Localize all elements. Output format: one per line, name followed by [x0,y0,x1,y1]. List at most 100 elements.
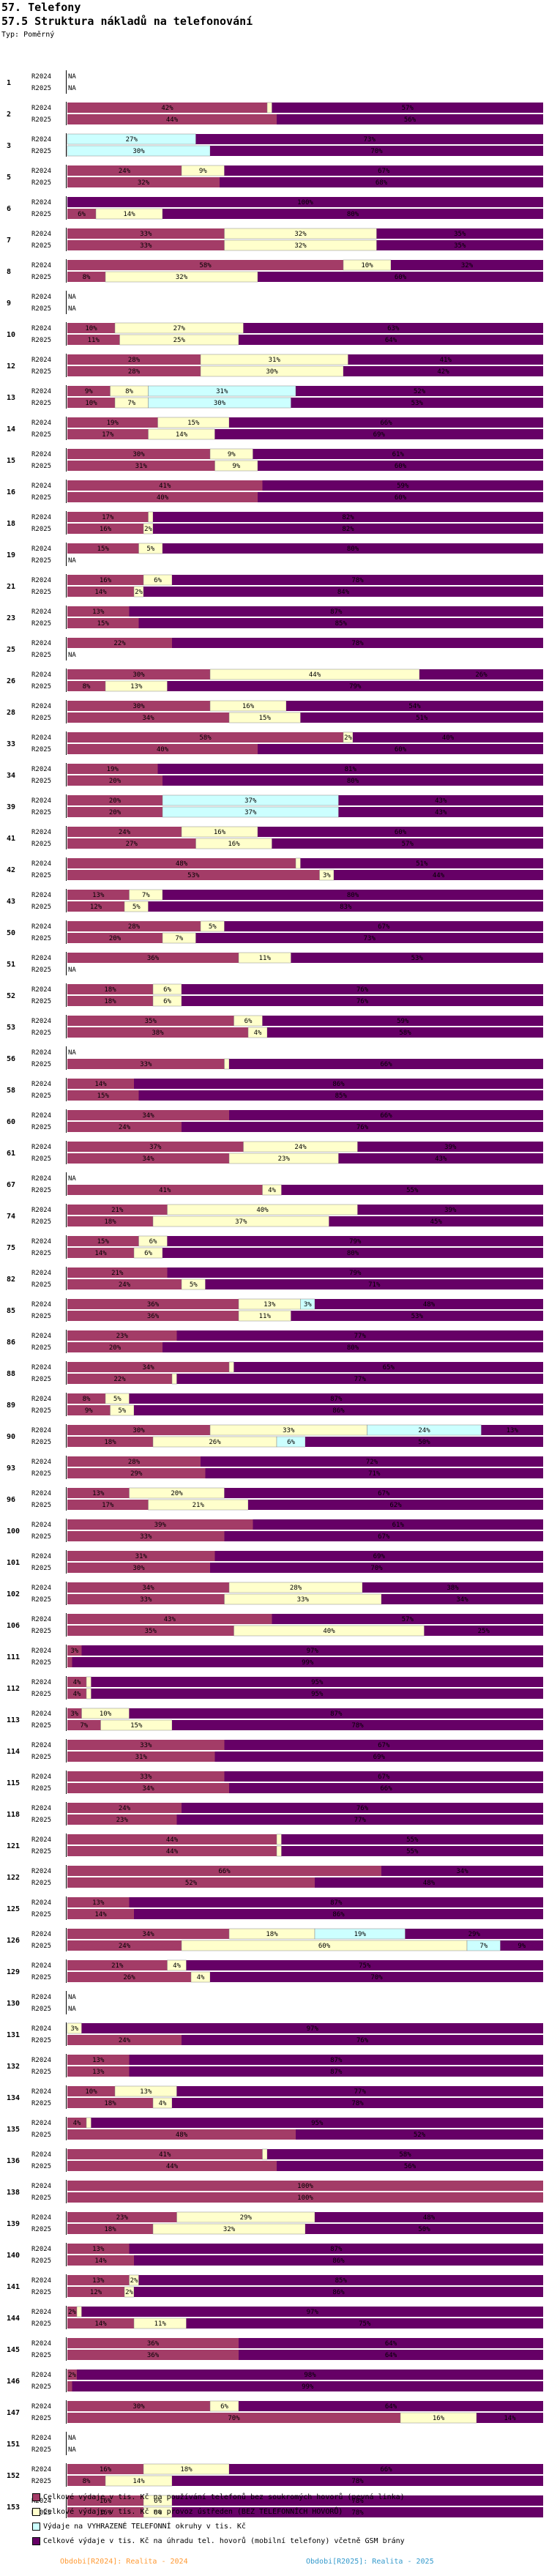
period-label-67-R2025: R2025 [31,1187,51,1194]
bar-segment-landline [67,1374,172,1384]
data-label-center: 28% [290,1585,302,1592]
data-label-landline: 10% [85,400,97,407]
data-label-mobile: 53% [411,1313,424,1320]
group-label-52: 52 [7,992,15,1000]
data-label-center: 32% [294,242,307,250]
data-label-mobile: 38% [447,1585,459,1592]
bar-segment-landline [67,2098,153,2108]
data-label-center: 11% [259,1313,272,1320]
data-label-landline: 41% [159,483,171,490]
legend-swatch-center [32,2508,40,2516]
data-label-external: 24% [418,1427,430,1434]
bar-segment-mobile [258,827,543,837]
data-label-center: 40% [256,1207,269,1214]
period-label-130-R2025: R2025 [31,2006,51,2013]
bar-segment-mobile [229,2464,543,2474]
bar-segment-landline [67,618,139,628]
data-label-center: 23% [278,1155,291,1163]
bar-segment-mobile [176,1814,543,1825]
data-label-mobile: 76% [356,1805,369,1812]
bar-segment-mobile [67,197,543,207]
data-label-mobile: 26% [475,671,488,679]
group-label-134: 134 [7,2094,20,2102]
bar-segment-landline [67,103,267,113]
bar-segment-mobile [167,1267,543,1278]
bar-segment-mobile [153,512,543,522]
period-label-146-R2024: R2024 [31,2372,51,2379]
group-label-16: 16 [7,488,15,496]
bar-segment-mobile [176,1330,543,1341]
bar-segment-mobile [143,587,543,597]
group-label-151: 151 [7,2441,20,2449]
period-label-134-R2025: R2025 [31,2100,51,2107]
bar-segment-mobile [153,524,543,534]
data-label-center: 8% [125,388,133,395]
data-label-mobile: 78% [351,2509,364,2517]
bar-segment-landline [67,417,158,428]
data-label-center: 37% [235,1218,247,1226]
data-label-mobile: 51% [416,715,428,722]
data-label-external: 6% [287,1439,295,1446]
group-label-18: 18 [7,520,15,528]
data-label-landline: 34% [142,1155,154,1163]
bar-segment-landline [67,1342,163,1352]
bar-segment-landline [67,543,139,554]
period-label-135-R2025: R2025 [31,2132,51,2139]
data-label-center: 4% [197,1974,205,1981]
bar-segment-mobile [229,417,543,428]
bar-segment-mobile [172,2495,543,2506]
period-label-121-R2024: R2024 [31,1836,51,1844]
period-label-16-R2024: R2024 [31,483,51,490]
data-label-landline: 3% [70,1710,78,1718]
bar-segment-center [295,857,301,869]
data-label-mobile: 52% [414,388,426,395]
bar-segment-landline [67,1626,234,1636]
group-label-43: 43 [7,898,15,906]
data-label-landline: 23% [116,2214,129,2222]
bar-segment-landline [67,1657,72,1667]
data-label-mobile: 67% [378,1742,390,1749]
data-label-landline: 13% [92,608,105,616]
bar-segment-landline [67,398,115,408]
bar-segment-mobile [195,933,543,943]
period-label-138-R2025: R2025 [31,2195,51,2202]
data-label-mobile: 69% [373,431,386,439]
bar-segment-landline [67,114,277,124]
data-label-center: 26% [209,1439,221,1446]
period-label-23-R2024: R2024 [31,608,51,616]
data-label-mobile: 67% [378,1773,390,1781]
data-label-external: 3% [304,1301,312,1309]
data-label-center: 10% [361,262,373,269]
group-label-90: 90 [7,1433,15,1441]
data-label-center: 3% [70,2025,78,2033]
bar-segment-landline [67,2212,177,2222]
bar-segment-landline [67,1468,206,1478]
period-label-3-R2024: R2024 [31,136,51,144]
group-label-60: 60 [7,1118,15,1126]
bar-segment-landline [67,1866,381,1876]
period-label-15-R2024: R2024 [31,451,51,458]
bar-segment-landline [67,1456,201,1467]
period-label-122-R2025: R2025 [31,1880,51,1887]
bar-segment-landline [67,2381,72,2391]
period-label-131-R2025: R2025 [31,2037,51,2044]
group-label-131: 131 [7,2031,20,2039]
bar-segment-landline [67,1330,177,1341]
data-label-landline: 30% [132,451,145,458]
data-label-landline: 13% [92,2069,105,2076]
bar-segment-landline [67,1519,253,1530]
bar-segment-mobile [338,1153,543,1164]
period-label-9-R2025: R2025 [31,305,51,313]
data-label-mobile: 80% [347,778,359,785]
bar-segment-center [262,2148,268,2160]
period-label-15-R2025: R2025 [31,463,51,470]
period-label-14-R2024: R2024 [31,420,51,427]
group-label-85: 85 [7,1307,15,1315]
bar-segment-mobile [239,2338,543,2348]
data-label-center: 7% [142,892,150,899]
data-label-mobile: 54% [408,703,421,710]
data-label-landline: 21% [111,1270,124,1277]
group-label-67: 67 [7,1181,15,1189]
data-label-landline: 30% [132,2403,145,2411]
period-label-6-R2025: R2025 [31,211,51,218]
